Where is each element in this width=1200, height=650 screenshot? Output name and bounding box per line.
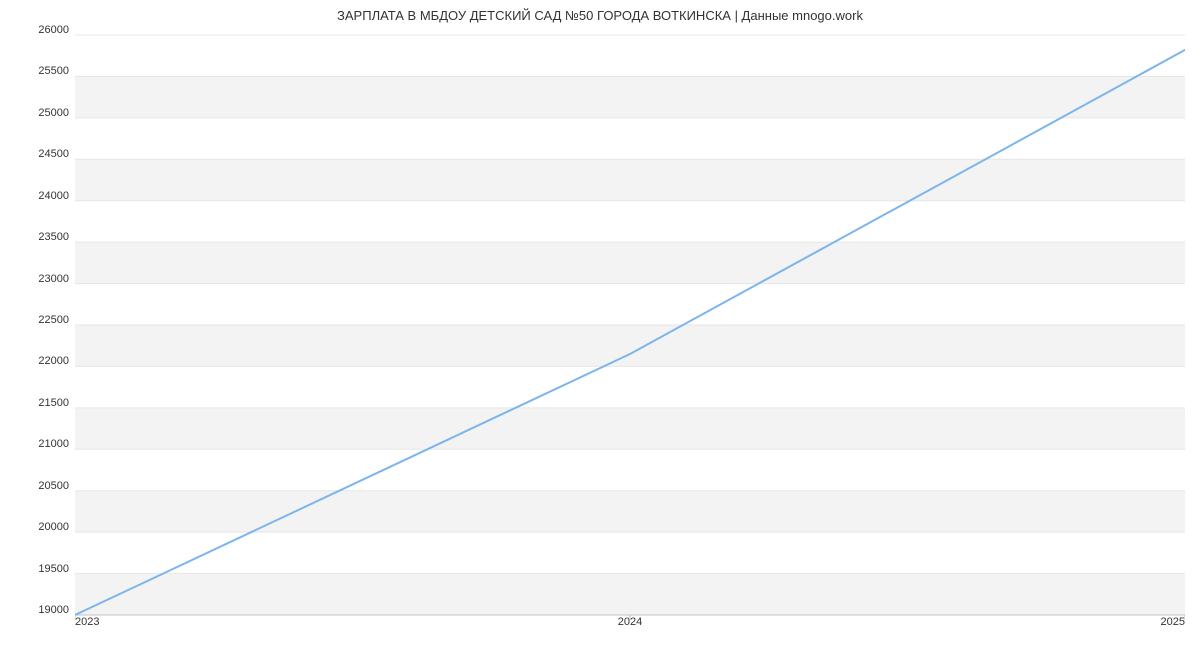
y-tick-label: 22500 (38, 314, 75, 326)
y-tick-label: 22000 (38, 355, 75, 367)
y-tick-label: 26000 (38, 24, 75, 36)
y-tick-label: 20000 (38, 521, 75, 533)
salary-chart: ЗАРПЛАТА В МБДОУ ДЕТСКИЙ САД №50 ГОРОДА … (0, 0, 1200, 650)
y-tick-label: 25500 (38, 65, 75, 77)
y-tick-label: 19500 (38, 563, 75, 575)
y-tick-label: 25000 (38, 107, 75, 119)
y-tick-label: 24000 (38, 190, 75, 202)
x-tick-label: 2023 (75, 610, 99, 628)
x-tick-label: 2024 (618, 610, 642, 628)
y-tick-label: 23500 (38, 231, 75, 243)
y-tick-label: 21500 (38, 397, 75, 409)
y-tick-label: 21000 (38, 438, 75, 450)
chart-title: ЗАРПЛАТА В МБДОУ ДЕТСКИЙ САД №50 ГОРОДА … (0, 8, 1200, 23)
y-tick-label: 20500 (38, 480, 75, 492)
y-tick-label: 23000 (38, 273, 75, 285)
x-tick-label: 2025 (1161, 610, 1185, 628)
y-tick-label: 24500 (38, 148, 75, 160)
y-tick-label: 19000 (38, 604, 75, 616)
plot-area: 1900019500200002050021000215002200022500… (75, 30, 1185, 610)
chart-svg (75, 30, 1185, 620)
